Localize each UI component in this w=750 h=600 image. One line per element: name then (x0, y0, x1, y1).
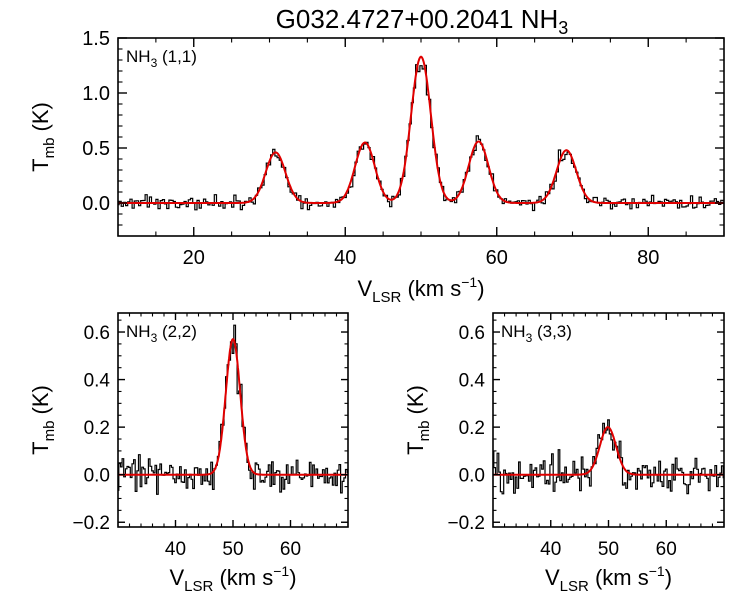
x-axis-label-units: (km s (213, 565, 273, 590)
y-axis-label-main: T (28, 441, 53, 454)
x-tick-label: 50 (598, 539, 619, 560)
x-tick-label: 20 (183, 247, 205, 269)
x-axis-label-main: V (545, 565, 560, 590)
y-axis-label-units: (K) (403, 385, 428, 420)
y-axis-label: Tmb (K) (28, 385, 58, 455)
x-tick-label: 50 (222, 539, 243, 560)
x-axis-label-units: (km s (401, 276, 461, 301)
x-axis-label-main: V (169, 565, 184, 590)
x-axis-label: VLSR (km s−1) (357, 274, 484, 306)
x-axis-label: VLSR (km s−1) (169, 563, 296, 595)
y-axis-label-subscript: mb (41, 138, 58, 159)
x-axis-label-exponent: −1 (461, 274, 477, 290)
panel-label-transition: (3,3) (532, 322, 572, 341)
spectrum-trace (493, 419, 724, 495)
spectrum-trace (118, 324, 348, 495)
panel-bottom-left: 40 50 60 −0.2 0.0 0.2 0.4 0.6 NH3 (2,2) VLSR (km … (28, 312, 349, 595)
panel-label-molecule: NH (126, 47, 151, 66)
x-axis-label-subscript: LSR (560, 578, 589, 595)
x-axis-label-main: V (357, 276, 372, 301)
y-tick-label: 0.2 (459, 418, 485, 439)
fit-curve (493, 426, 724, 476)
y-tick-label: 1.5 (82, 28, 110, 50)
spectrum-trace (118, 64, 724, 212)
panel-label-transition: (2,2) (157, 322, 197, 341)
panel-label: NH3 (2,2) (126, 322, 197, 345)
x-tick-label: 60 (486, 247, 508, 269)
panel-label-molecule: NH (501, 322, 526, 341)
panel-label-molecule: NH (126, 322, 151, 341)
y-tick-label: −0.2 (447, 513, 485, 534)
x-tick-label: 40 (165, 539, 186, 560)
y-tick-label: 0.0 (459, 466, 485, 487)
x-axis-label-subscript: LSR (372, 289, 401, 306)
panel-label-subscript: 3 (151, 331, 158, 345)
x-axis-label-close: ) (665, 565, 672, 590)
y-axis-label-main: T (28, 158, 53, 171)
y-axis-label-main: T (403, 441, 428, 454)
x-tick-label: 60 (656, 539, 677, 560)
x-axis-label-close: ) (289, 565, 296, 590)
y-tick-label: 0.0 (84, 466, 110, 487)
y-tick-label: 0.6 (84, 323, 110, 344)
y-tick-label: 0.4 (84, 371, 111, 392)
y-tick-label: 0.0 (82, 193, 110, 215)
plot-frame (117, 37, 725, 237)
x-axis-label-exponent: −1 (273, 563, 289, 579)
panel-label-transition: (1,1) (157, 47, 197, 66)
panel-label: NH3 (3,3) (501, 322, 572, 345)
panel-label: NH3 (1,1) (126, 47, 197, 70)
y-tick-label: −0.2 (72, 513, 110, 534)
panel-label-subscript: 3 (526, 331, 533, 345)
x-axis-label-close: ) (477, 276, 484, 301)
fit-curve (118, 338, 348, 476)
y-tick-label: 0.2 (84, 418, 110, 439)
chart-title-main: G032.4727+00.2041 NH (276, 4, 559, 34)
x-tick-label: 40 (334, 247, 356, 269)
y-axis-label-subscript: mb (416, 421, 433, 442)
x-tick-label: 60 (280, 539, 301, 560)
plot-frame (117, 312, 349, 528)
y-tick-label: 0.5 (82, 138, 110, 160)
x-axis-label-subscript: LSR (184, 578, 213, 595)
y-axis-label-units: (K) (28, 385, 53, 420)
y-tick-label: 1.0 (82, 83, 110, 105)
fit-curve (118, 55, 724, 204)
x-axis-label-exponent: −1 (649, 563, 665, 579)
panel-bottom-right: 40 50 60 −0.2 0.0 0.2 0.4 0.6 NH3 (3,3) VLSR (km … (403, 312, 725, 595)
chart-title: G032.4727+00.2041 NH3 (276, 4, 569, 38)
x-tick-label: 80 (637, 247, 659, 269)
y-axis-label: Tmb (K) (403, 385, 433, 455)
panel-label-subscript: 3 (151, 56, 158, 70)
y-axis-label-subscript: mb (41, 421, 58, 442)
y-axis-label: Tmb (K) (28, 102, 58, 172)
chart-title-subscript: 3 (558, 18, 568, 38)
y-tick-label: 0.6 (459, 323, 485, 344)
panel-top: 20 40 60 80 0.0 0.5 1.0 1.5 NH3 (1,1) VLSR (km s−… (28, 28, 725, 306)
y-axis-label-units: (K) (28, 102, 53, 137)
x-axis-label-units: (km s (589, 565, 649, 590)
x-tick-label: 40 (540, 539, 561, 560)
y-tick-label: 0.4 (459, 371, 486, 392)
x-axis-label: VLSR (km s−1) (545, 563, 672, 595)
